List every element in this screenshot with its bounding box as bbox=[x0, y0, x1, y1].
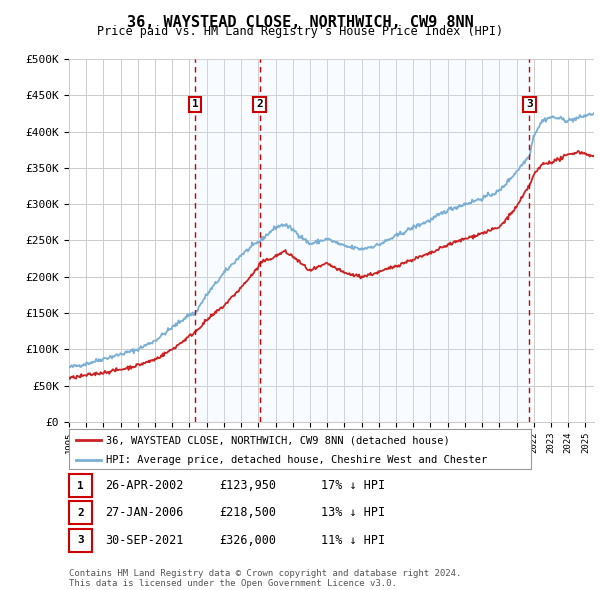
Text: 30-SEP-2021: 30-SEP-2021 bbox=[105, 534, 184, 547]
Text: Contains HM Land Registry data © Crown copyright and database right 2024.
This d: Contains HM Land Registry data © Crown c… bbox=[69, 569, 461, 588]
Text: Price paid vs. HM Land Registry's House Price Index (HPI): Price paid vs. HM Land Registry's House … bbox=[97, 25, 503, 38]
Bar bbox=[195, 59, 260, 422]
Text: 1: 1 bbox=[77, 481, 84, 490]
Text: 11% ↓ HPI: 11% ↓ HPI bbox=[321, 534, 385, 547]
Text: 36, WAYSTEAD CLOSE, NORTHWICH, CW9 8NN: 36, WAYSTEAD CLOSE, NORTHWICH, CW9 8NN bbox=[127, 15, 473, 30]
Text: £218,500: £218,500 bbox=[219, 506, 276, 519]
Text: 2: 2 bbox=[77, 508, 84, 517]
Text: £123,950: £123,950 bbox=[219, 479, 276, 492]
Text: 13% ↓ HPI: 13% ↓ HPI bbox=[321, 506, 385, 519]
Text: 27-JAN-2006: 27-JAN-2006 bbox=[105, 506, 184, 519]
Text: £326,000: £326,000 bbox=[219, 534, 276, 547]
Text: 3: 3 bbox=[77, 536, 84, 545]
Text: 3: 3 bbox=[526, 99, 533, 109]
Text: 1: 1 bbox=[191, 99, 199, 109]
Text: 36, WAYSTEAD CLOSE, NORTHWICH, CW9 8NN (detached house): 36, WAYSTEAD CLOSE, NORTHWICH, CW9 8NN (… bbox=[106, 435, 450, 445]
Text: 2: 2 bbox=[256, 99, 263, 109]
Text: HPI: Average price, detached house, Cheshire West and Chester: HPI: Average price, detached house, Ches… bbox=[106, 455, 487, 466]
Text: 17% ↓ HPI: 17% ↓ HPI bbox=[321, 479, 385, 492]
Text: 26-APR-2002: 26-APR-2002 bbox=[105, 479, 184, 492]
Bar bbox=[260, 59, 529, 422]
